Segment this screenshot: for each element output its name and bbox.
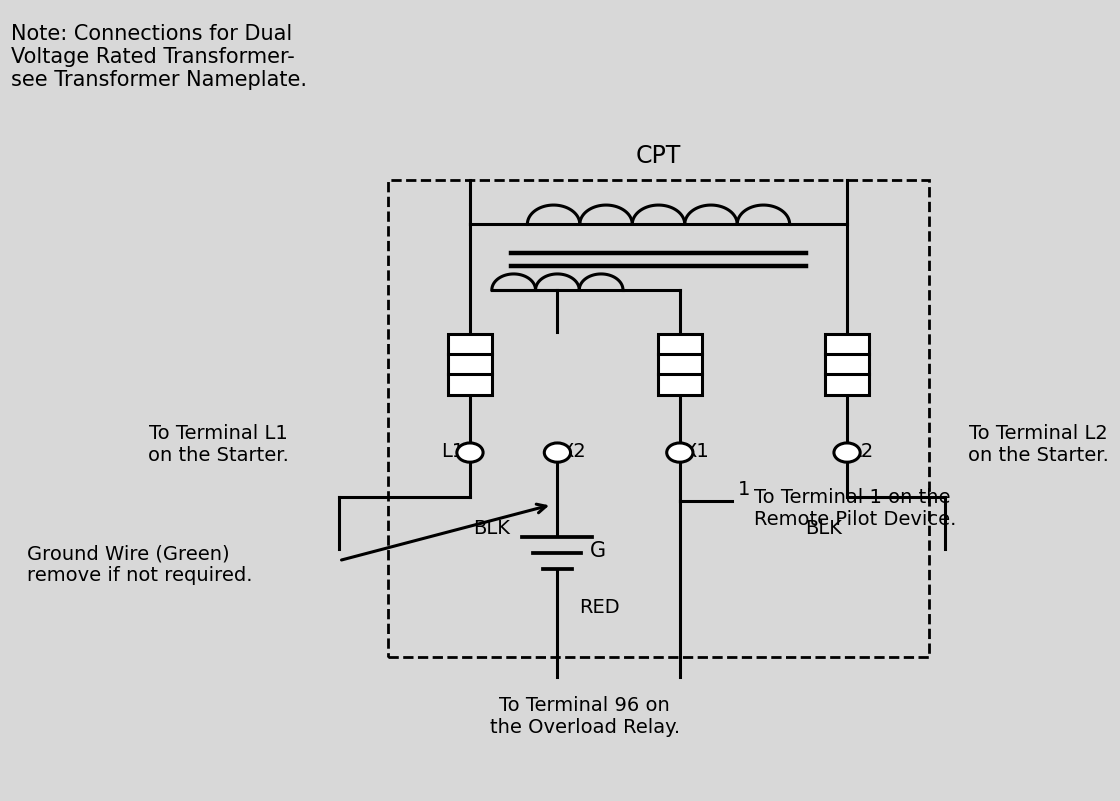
Bar xyxy=(825,334,869,395)
Circle shape xyxy=(666,443,693,462)
Text: RED: RED xyxy=(579,598,619,617)
Circle shape xyxy=(834,443,860,462)
Text: Note: Connections for Dual
Voltage Rated Transformer-
see Transformer Nameplate.: Note: Connections for Dual Voltage Rated… xyxy=(11,24,307,91)
Text: 1: 1 xyxy=(738,480,750,499)
Text: BLK: BLK xyxy=(805,519,842,538)
Circle shape xyxy=(457,443,483,462)
Bar xyxy=(657,334,702,395)
Text: G: G xyxy=(590,541,606,561)
Text: To Terminal L1
on the Starter.: To Terminal L1 on the Starter. xyxy=(148,424,289,465)
Bar xyxy=(388,180,928,657)
Text: To Terminal L2
on the Starter.: To Terminal L2 on the Starter. xyxy=(968,424,1109,465)
Text: X2: X2 xyxy=(561,442,587,461)
Text: L2: L2 xyxy=(850,442,874,461)
Text: To Terminal 1 on the
Remote Pilot Device.: To Terminal 1 on the Remote Pilot Device… xyxy=(754,488,956,529)
Text: L1: L1 xyxy=(441,442,465,461)
Circle shape xyxy=(544,443,570,462)
Text: To Terminal 96 on
the Overload Relay.: To Terminal 96 on the Overload Relay. xyxy=(489,696,680,738)
Text: BLK: BLK xyxy=(474,519,511,538)
Text: CPT: CPT xyxy=(636,144,681,168)
Text: X1: X1 xyxy=(683,442,709,461)
Bar xyxy=(448,334,492,395)
Text: Ground Wire (Green)
remove if not required.: Ground Wire (Green) remove if not requir… xyxy=(27,544,253,586)
